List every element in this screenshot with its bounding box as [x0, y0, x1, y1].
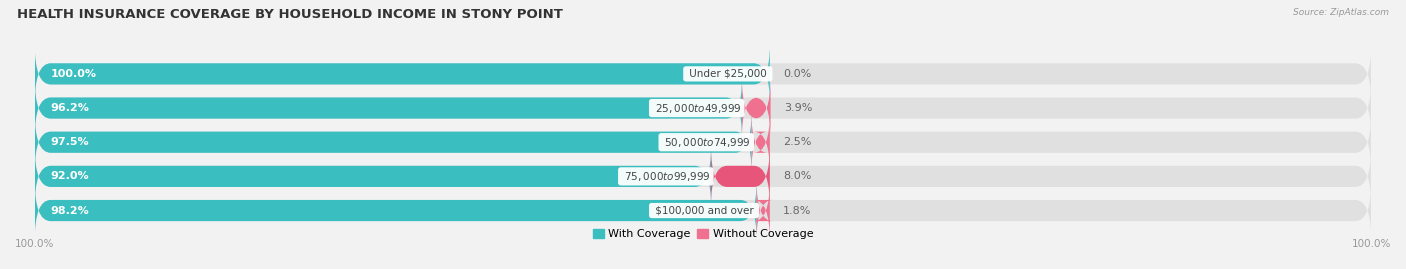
FancyBboxPatch shape	[35, 44, 1371, 104]
FancyBboxPatch shape	[35, 146, 1371, 207]
Text: $25,000 to $49,999: $25,000 to $49,999	[651, 102, 742, 115]
FancyBboxPatch shape	[35, 44, 770, 104]
Text: 8.0%: 8.0%	[783, 171, 811, 181]
Text: 3.9%: 3.9%	[785, 103, 813, 113]
Text: 92.0%: 92.0%	[51, 171, 90, 181]
Text: Source: ZipAtlas.com: Source: ZipAtlas.com	[1294, 8, 1389, 17]
FancyBboxPatch shape	[711, 146, 770, 207]
Legend: With Coverage, Without Coverage: With Coverage, Without Coverage	[588, 224, 818, 244]
Text: $50,000 to $74,999: $50,000 to $74,999	[661, 136, 751, 149]
FancyBboxPatch shape	[751, 112, 770, 173]
Text: HEALTH INSURANCE COVERAGE BY HOUSEHOLD INCOME IN STONY POINT: HEALTH INSURANCE COVERAGE BY HOUSEHOLD I…	[17, 8, 562, 21]
FancyBboxPatch shape	[754, 180, 773, 241]
Text: 98.2%: 98.2%	[51, 206, 90, 215]
FancyBboxPatch shape	[35, 180, 1371, 241]
Text: 0.0%: 0.0%	[783, 69, 811, 79]
Text: 2.5%: 2.5%	[783, 137, 811, 147]
Text: 1.8%: 1.8%	[783, 206, 811, 215]
FancyBboxPatch shape	[35, 180, 756, 241]
Text: 96.2%: 96.2%	[51, 103, 90, 113]
FancyBboxPatch shape	[742, 78, 770, 139]
Text: Under $25,000: Under $25,000	[686, 69, 770, 79]
FancyBboxPatch shape	[35, 112, 1371, 173]
Text: $100,000 and over: $100,000 and over	[651, 206, 756, 215]
FancyBboxPatch shape	[35, 146, 711, 207]
Text: 97.5%: 97.5%	[51, 137, 90, 147]
FancyBboxPatch shape	[35, 78, 1371, 139]
FancyBboxPatch shape	[35, 112, 751, 173]
FancyBboxPatch shape	[35, 78, 742, 139]
Text: 100.0%: 100.0%	[51, 69, 97, 79]
Text: $75,000 to $99,999: $75,000 to $99,999	[620, 170, 711, 183]
